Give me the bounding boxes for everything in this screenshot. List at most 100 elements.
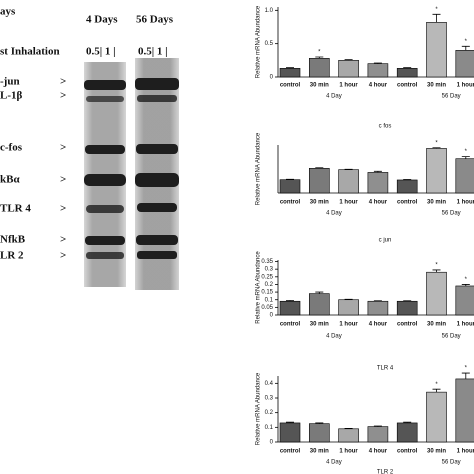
significance-mark: * (465, 39, 468, 45)
bar (308, 423, 330, 443)
x-tick-label: 30 min (427, 200, 446, 206)
significance-mark: * (465, 366, 468, 372)
marker-label: kBα (0, 174, 20, 186)
bar (338, 169, 359, 194)
x-tick-label: control (280, 83, 301, 89)
group-label: 4 Day (326, 334, 342, 340)
error-bar (432, 13, 441, 23)
error-bar (432, 269, 441, 273)
x-tick-label: 1 hour (339, 200, 358, 206)
x-tick-label: 30 min (310, 200, 329, 206)
bar-chart: Relative mRNA Abundance 0 0.1 0.2 0.3 0.4 cont… (256, 366, 474, 474)
marker-label: -jun (0, 76, 20, 88)
y-tick-label: 0.1 (265, 425, 274, 431)
error-bar (344, 59, 353, 61)
marker-label: L-1β (0, 90, 23, 102)
error-bar (403, 421, 412, 423)
x-tick-label: control (397, 322, 418, 328)
bar (396, 300, 418, 316)
error-bar (315, 56, 324, 59)
error-bar (461, 45, 470, 51)
y-tick-label: 0 (270, 440, 274, 446)
significance-mark: * (435, 382, 438, 388)
error-bar (373, 425, 382, 427)
x-tick-label: 1 hour (339, 449, 358, 455)
error-bar (286, 300, 294, 302)
x-tick-label: control (280, 200, 301, 206)
x-tick-label: 4 hour (369, 322, 388, 328)
marker-arrow: > (60, 250, 66, 262)
error-bar (432, 147, 441, 149)
y-tick-label: 0.1 (265, 297, 274, 303)
error-bar (315, 167, 324, 169)
y-tick-label: 0.05 (261, 305, 273, 311)
marker-arrow: > (60, 90, 66, 102)
time-header: ays (0, 6, 16, 18)
group-label: 56 Day (442, 460, 461, 466)
bar (338, 60, 359, 78)
marker-arrow: > (60, 174, 66, 186)
bar (308, 293, 330, 316)
significance-mark: * (435, 7, 438, 13)
error-bar (461, 372, 470, 379)
bar (279, 300, 301, 316)
group-label: 4 Day (326, 94, 342, 100)
x-tick-label: 1 hour (339, 322, 358, 328)
bar (455, 50, 474, 78)
bar (455, 378, 474, 443)
y-tick-label: 0.35 (261, 259, 273, 265)
error-bar (461, 284, 470, 286)
x-tick-label: control (397, 449, 418, 455)
x-tick-label: 4 hour (369, 449, 388, 455)
y-tick-label: 1.0 (265, 8, 274, 14)
bar (396, 422, 418, 443)
marker-label: c-fos (0, 142, 23, 154)
error-bar (315, 422, 324, 424)
marker-arrow: > (60, 142, 66, 154)
y-tick-label: 0 (270, 75, 274, 81)
error-bar (432, 388, 441, 393)
marker-arrow: > (60, 234, 66, 246)
significance-mark: * (435, 263, 438, 269)
chart-caption: c jun (379, 238, 392, 244)
group-label: 56 Days (136, 14, 174, 26)
marker-label: NfkB (0, 234, 26, 246)
bar (367, 300, 389, 316)
x-tick-label: control (397, 83, 418, 89)
x-tick-label: 30 min (310, 83, 329, 89)
y-tick-label: 0.3 (265, 267, 274, 273)
bar-chart: Relative mRNA Abundance 0 0.05 0.10.15 0.2 0.… (256, 251, 474, 372)
x-tick-label: 1 hour (457, 449, 474, 455)
x-tick-label: 30 min (427, 83, 446, 89)
bar (308, 58, 330, 78)
group-label: 56 Day (442, 211, 461, 217)
error-bar (286, 421, 294, 423)
bar-chart: Relative mRNA Abundance 0 0.5 1.0 control * 30… (256, 5, 474, 130)
lane-label: 0.5| 1 | (138, 46, 168, 58)
bar (279, 422, 301, 443)
bar (367, 63, 389, 78)
group-label: 4 Days (86, 14, 118, 26)
error-bar (315, 291, 324, 294)
inhalation-label: st Inhalation (0, 46, 60, 58)
y-tick-label: 0.4 (265, 381, 274, 387)
y-tick-label: 0 (270, 313, 274, 319)
gel-panel (84, 58, 179, 290)
x-tick-label: 30 min (310, 322, 329, 328)
bar (426, 391, 447, 443)
bar (279, 68, 301, 78)
error-bar (373, 170, 382, 173)
marker-label: TLR 4 (0, 203, 31, 215)
y-tick-label: 0.3 (265, 396, 274, 402)
error-bar (286, 67, 294, 69)
group-label: 4 Day (326, 211, 342, 217)
x-tick-label: 30 min (310, 449, 329, 455)
gel-labels: ays 4 Days 56 Days st Inhalation 0.5| 1 | 0.5… (0, 6, 174, 262)
marker-arrow: > (60, 76, 66, 88)
y-tick-label: 0.2 (265, 410, 274, 416)
y-axis-title: Relative mRNA Abundance (256, 251, 262, 324)
group-label: 4 Day (326, 460, 342, 466)
x-tick-label: control (397, 200, 418, 206)
bar (455, 285, 474, 316)
x-tick-label: 4 hour (369, 83, 388, 89)
